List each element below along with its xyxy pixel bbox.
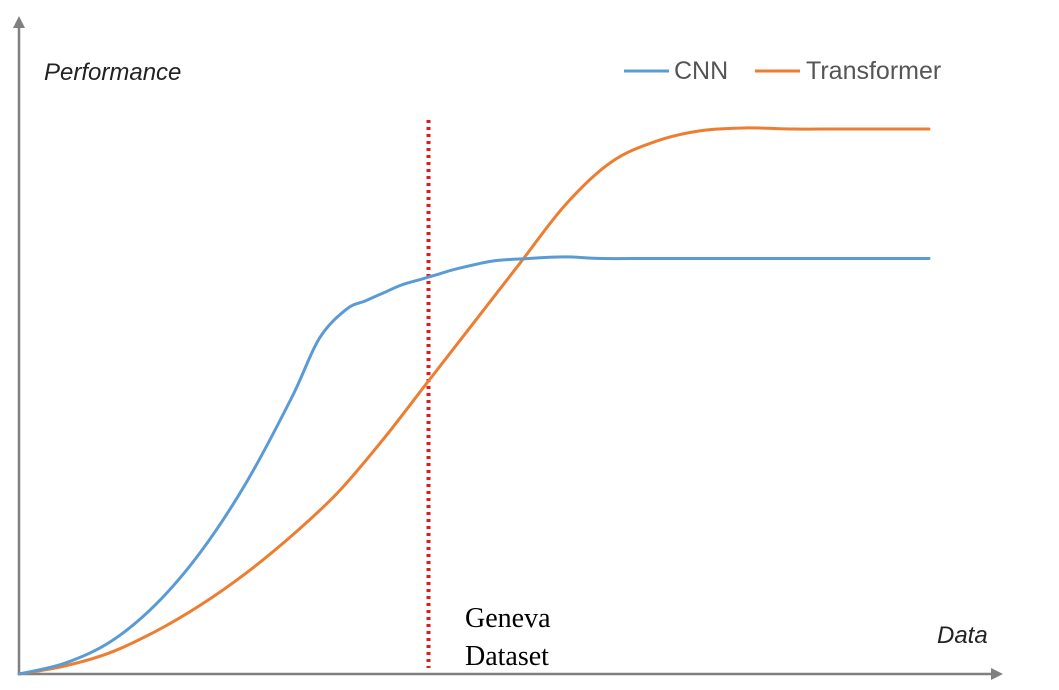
legend-label-transformer: Transformer	[806, 57, 941, 85]
x-axis-label: Data	[937, 622, 988, 649]
geneva-dataset-annotation: Geneva Dataset	[465, 603, 558, 672]
y-axis-label: Performance	[44, 59, 181, 86]
annotation-line-2: Dataset	[465, 641, 549, 672]
annotation-line-1: Geneva	[465, 603, 551, 634]
series-line-transformer	[17, 126, 931, 676]
series-line-cnn	[17, 255, 931, 676]
legend-label-cnn: CNN	[674, 57, 728, 85]
legend: CNN Transformer	[624, 57, 941, 85]
